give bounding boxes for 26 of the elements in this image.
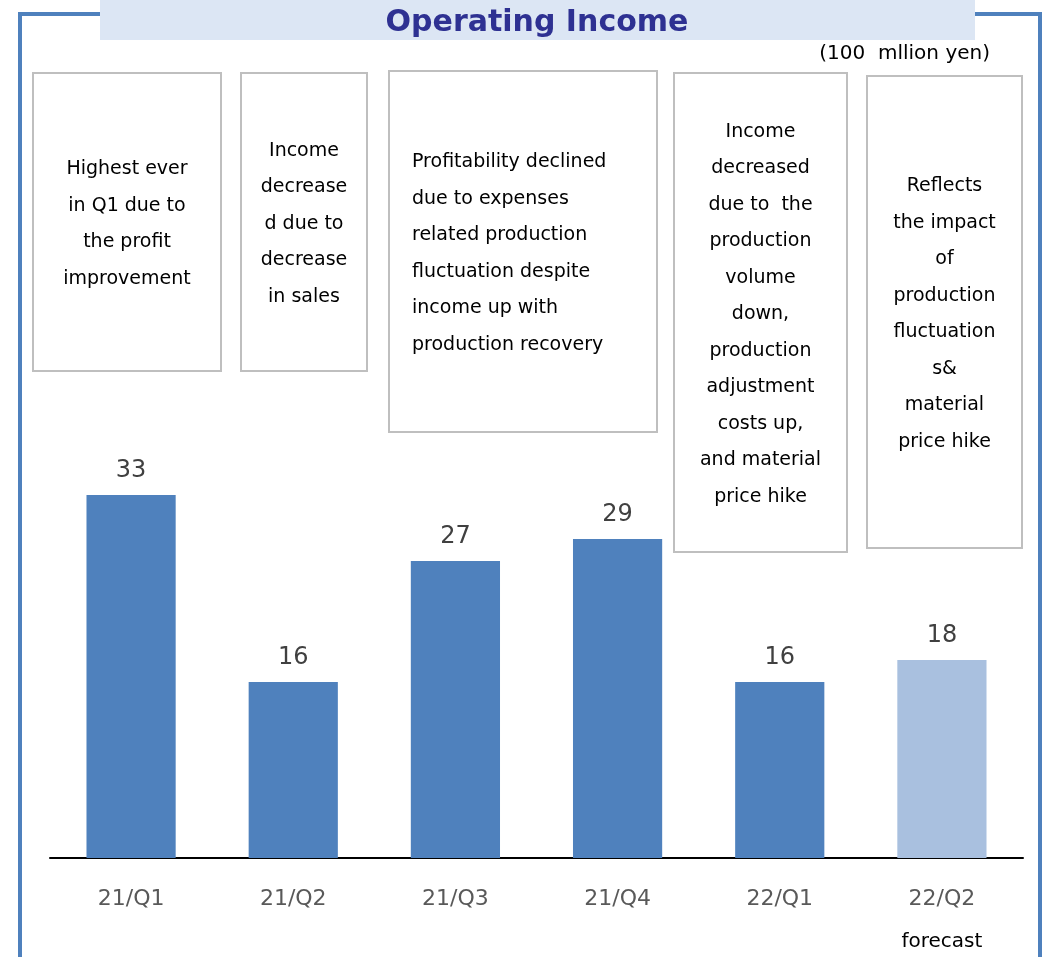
text-box: Profitability declined due to expenses related production fluctuation despite income up with production recovery [388,70,658,433]
text-box: Highest ever in Q1 due to the profit improvement [32,72,222,372]
data-label: 16 [764,642,796,670]
data-label: 16 [277,642,309,670]
bar [86,495,176,858]
text-box: Income decreased due to the production volume down, production adjustment costs up, and material price hike [673,72,848,553]
data-label: 29 [602,499,633,527]
x-tick-label: 21/Q1 [97,884,165,910]
x-tick-label: 21/Q4 [584,884,651,910]
x-tick-label: 22/Q1 [746,884,814,910]
bar [248,682,338,858]
text-box: Reflects the impact of production fluctuation s& material price hike [866,75,1023,549]
data-label: 27 [440,521,471,549]
text: forecast [901,928,983,952]
bar [735,682,825,858]
x-tick-label: 21/Q2 [259,884,327,910]
text: (100 mllion yen) [819,40,990,64]
bar [572,539,663,858]
chart-title: Operating Income [385,2,689,38]
x-tick-label: 21/Q3 [422,884,489,910]
bar [410,561,501,858]
data-label: 33 [115,455,147,483]
x-tick-label: 22/Q2 [908,884,976,910]
bar [897,660,987,858]
text-box: Income decrease d due to decrease in sales [240,72,368,372]
data-label: 18 [926,620,958,648]
